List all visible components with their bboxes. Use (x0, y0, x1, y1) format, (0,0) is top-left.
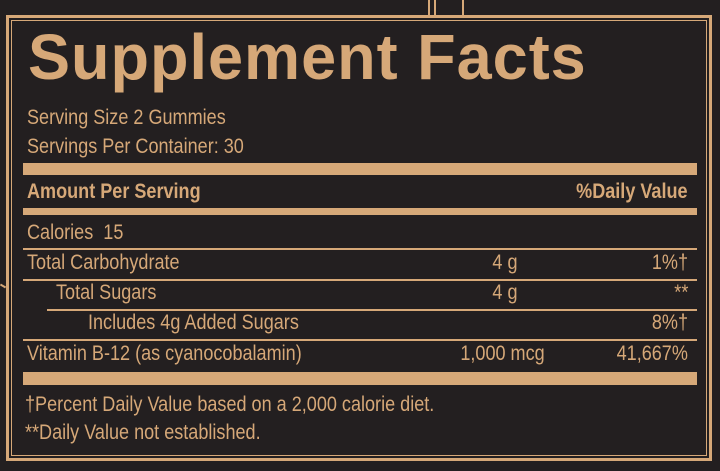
row-divider (23, 339, 697, 341)
label-border (6, 15, 712, 461)
nutrient-amount: 4 g (492, 281, 518, 304)
nutrient-name: Total Sugars (56, 281, 157, 304)
nutrient-amount: 1,000 mcg (460, 342, 545, 365)
label-inner-border (11, 20, 707, 456)
nutrient-amount: 4 g (492, 251, 518, 274)
row-divider (23, 248, 697, 250)
nutrient-dv: 1%† (651, 251, 688, 274)
nutrient-dv: 41,667% (616, 342, 688, 365)
daily-value-header: %Daily Value (576, 180, 688, 203)
nutrient-name: Vitamin B-12 (as cyanocobalamin) (27, 342, 302, 365)
decorative-line (428, 0, 430, 16)
nutrient-dv: ** (673, 281, 688, 304)
calories: Calories 15 (27, 221, 124, 244)
nutrient-name: Includes 4g Added Sugars (88, 311, 299, 334)
label-title: Supplement Facts (28, 21, 587, 93)
serving-size: Serving Size 2 Gummies (27, 106, 226, 129)
thick-divider (23, 163, 697, 175)
thick-divider (23, 372, 697, 385)
nutrient-name: Total Carbohydrate (27, 251, 180, 274)
amount-per-serving-header: Amount Per Serving (27, 180, 201, 203)
decorative-line (434, 0, 436, 16)
nutrient-dv: 8%† (651, 311, 688, 334)
medium-divider (23, 208, 697, 215)
footnote-not-established: **Daily Value not established. (25, 421, 261, 444)
decorative-line (462, 0, 464, 16)
row-divider (23, 279, 697, 281)
row-divider (47, 309, 697, 311)
footnote-daily-value: †Percent Daily Value based on a 2,000 ca… (25, 393, 435, 416)
servings-per-container: Servings Per Container: 30 (27, 135, 244, 158)
